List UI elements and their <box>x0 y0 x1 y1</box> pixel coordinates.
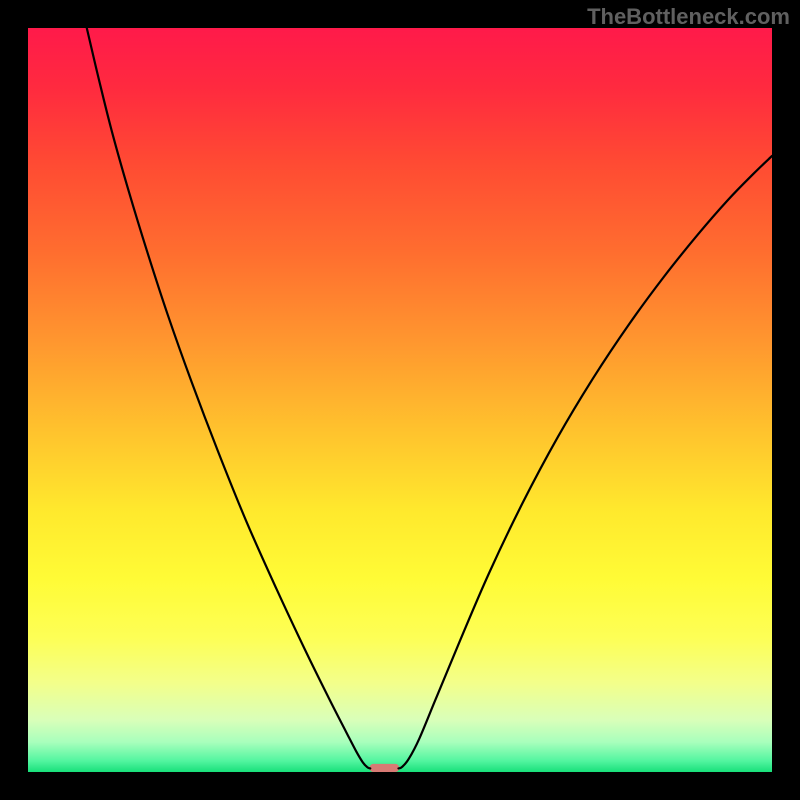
watermark-text: TheBottleneck.com <box>587 4 790 30</box>
bottleneck-chart <box>0 0 800 800</box>
chart-container: { "watermark": "TheBottleneck.com", "cha… <box>0 0 800 800</box>
